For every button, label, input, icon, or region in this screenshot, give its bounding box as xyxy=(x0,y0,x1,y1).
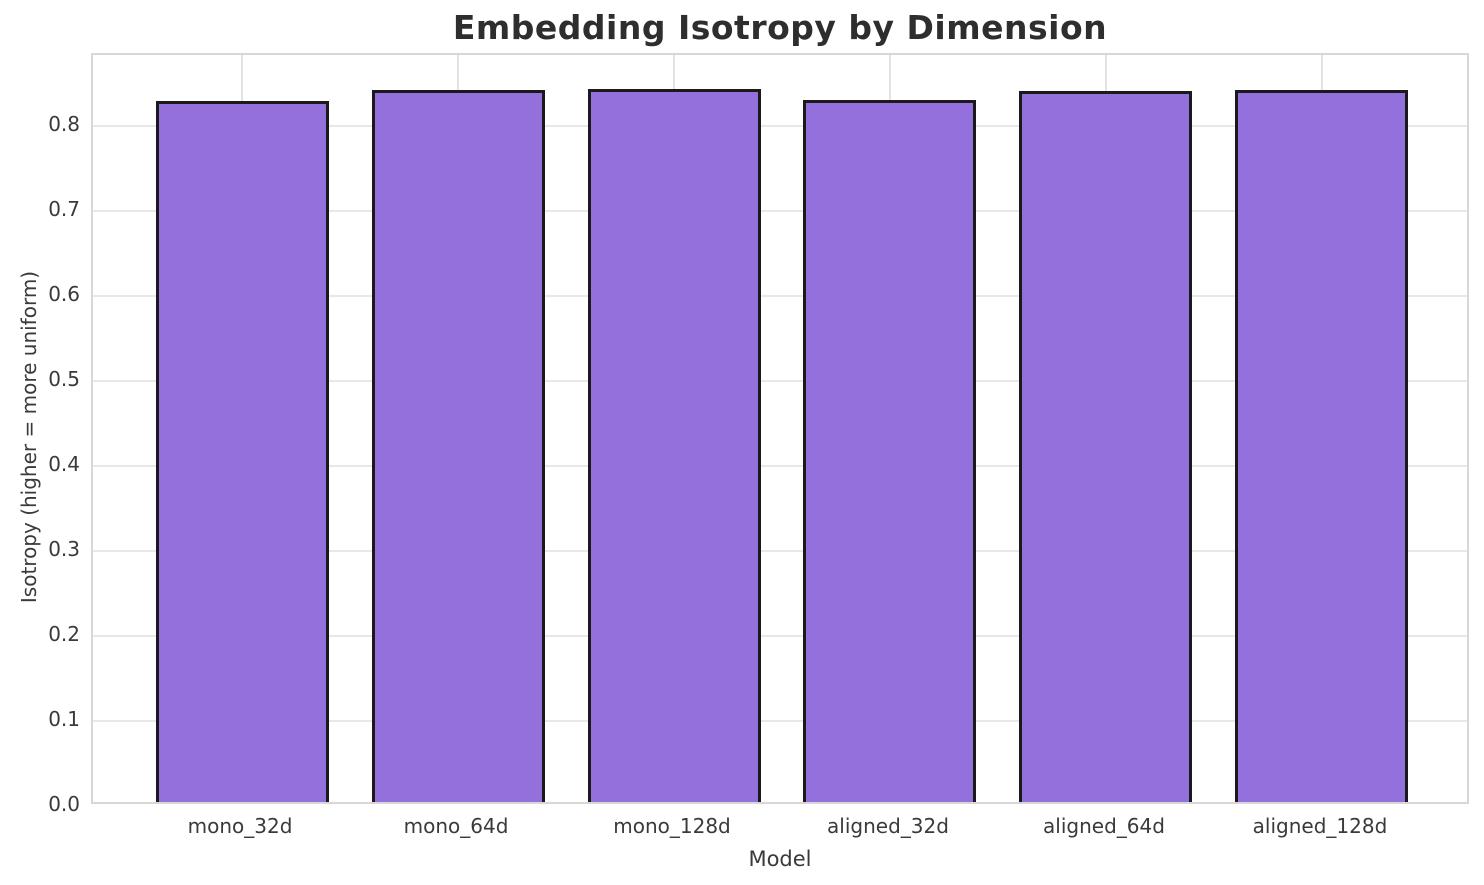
bar-mono_32d xyxy=(155,101,329,802)
y-tick-label: 0.7 xyxy=(48,196,80,221)
plot-area xyxy=(91,53,1469,804)
bar-aligned_128d xyxy=(1235,90,1409,802)
gridline-horizontal xyxy=(93,549,1467,552)
gridline-horizontal xyxy=(93,209,1467,212)
y-tick-label: 0.8 xyxy=(48,111,80,136)
x-tick-label-mono_128d: mono_128d xyxy=(613,814,731,838)
bar-mono_128d xyxy=(587,89,761,802)
gridline-horizontal xyxy=(93,634,1467,637)
y-tick-label: 0.3 xyxy=(48,536,80,561)
bar-aligned_32d xyxy=(803,100,977,802)
y-tick-label: 0.4 xyxy=(48,451,80,476)
bar-mono_64d xyxy=(371,90,545,802)
x-tick-label-aligned_32d: aligned_32d xyxy=(827,814,949,838)
gridline-horizontal xyxy=(93,719,1467,722)
gridline-horizontal xyxy=(93,294,1467,297)
y-axis-label: Isotropy (higher = more uniform) xyxy=(17,270,41,604)
y-tick-label: 0.0 xyxy=(48,792,80,816)
gridline-horizontal xyxy=(93,464,1467,467)
y-tick-label: 0.5 xyxy=(48,366,80,391)
bar-aligned_64d xyxy=(1019,90,1193,802)
x-tick-label-aligned_128d: aligned_128d xyxy=(1252,814,1388,838)
x-tick-label-aligned_64d: aligned_64d xyxy=(1043,814,1165,838)
gridline-horizontal xyxy=(93,379,1467,382)
x-tick-label-mono_64d: mono_64d xyxy=(403,814,509,838)
chart-title: Embedding Isotropy by Dimension xyxy=(452,8,1108,47)
y-tick-label: 0.1 xyxy=(48,706,80,731)
gridline-horizontal xyxy=(93,124,1467,127)
y-tick-label: 0.2 xyxy=(48,621,80,646)
x-axis-label: Model xyxy=(748,847,812,871)
y-tick-label: 0.6 xyxy=(48,281,80,306)
x-tick-label-mono_32d: mono_32d xyxy=(187,814,293,838)
